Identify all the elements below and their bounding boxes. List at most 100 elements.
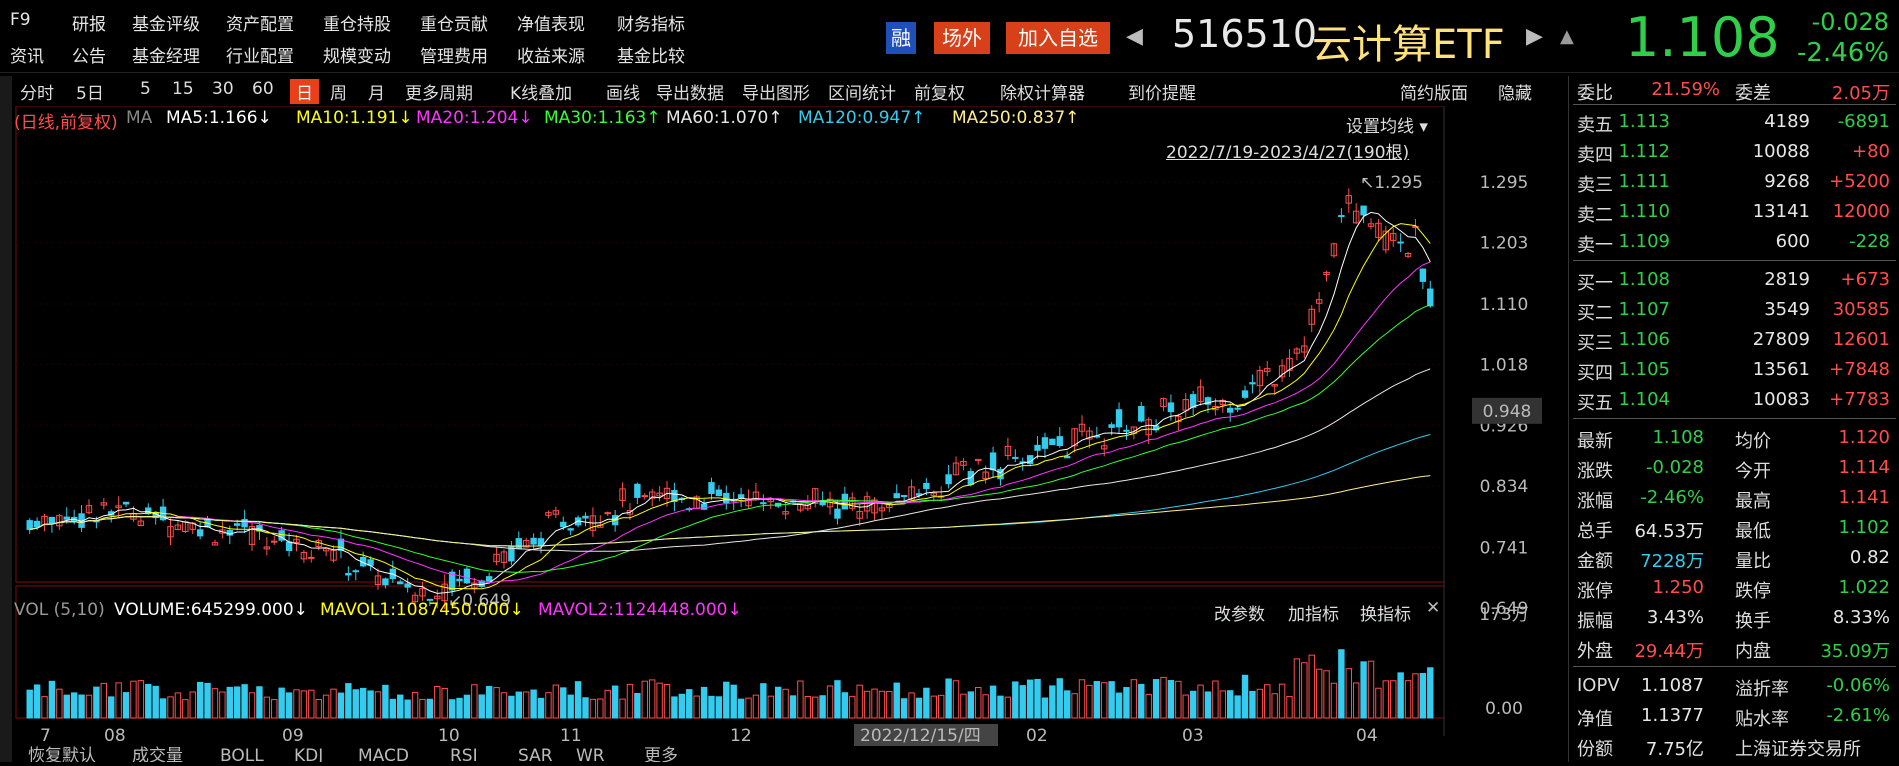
menu-item-8[interactable]: 财务指标 <box>617 15 685 35</box>
candle-body <box>975 458 982 462</box>
x-tick: 11 <box>560 726 582 746</box>
buy-row-4: 买四 1.105 13561 +7848 <box>1569 356 1899 386</box>
menu-item-row2-5[interactable]: 规模变动 <box>323 47 391 67</box>
kline-chart-svg[interactable]: 1.2951.2031.1101.0180.9260.8340.7410.649… <box>0 105 1560 766</box>
menu-item-row2-7[interactable]: 收益来源 <box>517 47 585 67</box>
price-change-pct: -2.46% <box>1797 38 1889 68</box>
close-indicator-icon[interactable]: ✕ <box>1426 598 1441 618</box>
menu-item-1[interactable]: F9 <box>10 10 31 30</box>
candle-body <box>1086 430 1093 440</box>
menu-item-5[interactable]: 重仓持股 <box>323 15 391 35</box>
indicator-tab-9[interactable]: 更多 <box>644 746 678 766</box>
panel-cell: 1.108 <box>1652 427 1704 448</box>
panel-cell: 溢折率 <box>1735 679 1789 700</box>
volume-bar <box>404 699 411 719</box>
kline-chart[interactable]: 1.295 1.203 1.110 1.018 0.926 0.834 0.741 0.649… <box>0 105 1560 766</box>
menu-item-2[interactable]: 研报 <box>72 15 106 35</box>
candle-body <box>1123 429 1130 432</box>
indicator-tab-3[interactable]: BOLL <box>220 746 264 766</box>
volume-bar <box>515 691 523 719</box>
menu-item-4[interactable]: 资产配置 <box>226 15 294 35</box>
candle-body <box>700 503 708 510</box>
volume-bar <box>937 694 945 719</box>
indicator-tab-7[interactable]: SAR <box>518 746 553 766</box>
menu-item-row2-1[interactable]: 资讯 <box>10 47 44 67</box>
vol-btn-3[interactable]: 换指标 <box>1360 605 1411 625</box>
volume-bar <box>1382 680 1390 719</box>
otc-button[interactable]: 场外 <box>934 22 990 54</box>
vol-legend-3: MAVOL1:1087450.000↓ <box>320 600 524 620</box>
panel-cell: 最高 <box>1735 491 1771 512</box>
indicator-tab-1[interactable]: 恢复默认 <box>28 746 96 766</box>
hide-button[interactable]: 隐藏 <box>1498 84 1532 104</box>
candle-body <box>908 486 915 501</box>
toolbar-17[interactable]: 除权计算器 <box>1000 84 1085 104</box>
toolbar-4[interactable]: 15 <box>172 79 194 99</box>
menu-item-7[interactable]: 净值表现 <box>517 15 585 35</box>
panel-cell: 2819 <box>1764 269 1810 290</box>
indicator-tab-8[interactable]: WR <box>576 746 605 766</box>
menu-item-row2-4[interactable]: 行业配置 <box>226 47 294 67</box>
next-stock-icon[interactable]: ▶ <box>1526 24 1543 49</box>
candle-body <box>196 529 204 537</box>
candle-body <box>797 503 804 511</box>
toolbar-8[interactable]: 周 <box>330 84 347 104</box>
menu-item-row2-2[interactable]: 公告 <box>72 47 106 67</box>
candle-body <box>634 483 641 498</box>
menu-item-3[interactable]: 基金评级 <box>132 15 200 35</box>
menu-item-row2-3[interactable]: 基金经理 <box>132 47 200 67</box>
toolbar-11[interactable]: K线叠加 <box>510 84 573 104</box>
candle-body <box>782 511 789 515</box>
toolbar-3[interactable]: 5 <box>140 79 151 99</box>
toolbar-15[interactable]: 区间统计 <box>828 84 896 104</box>
toolbar-18[interactable]: 到价提醒 <box>1128 84 1196 104</box>
volume-bar <box>63 694 70 719</box>
toolbar-7[interactable]: 日 <box>290 79 319 104</box>
menu-item-row2-8[interactable]: 基金比较 <box>617 47 685 67</box>
toolbar-1[interactable]: 分时 <box>20 84 54 104</box>
volume-bar <box>908 692 915 719</box>
toolbar-2[interactable]: 5日 <box>76 84 104 104</box>
vol-btn-1[interactable]: 改参数 <box>1214 605 1265 625</box>
candle-body <box>1071 428 1078 447</box>
weibi-row: 委比 21.59% 委差 2.05万 <box>1569 76 1899 106</box>
vol-tick-max: 173万 <box>1479 605 1528 625</box>
candle-body <box>1145 419 1152 436</box>
indicator-tab-4[interactable]: KDJ <box>294 746 323 766</box>
cursor-price-label: 0.948 <box>1483 402 1532 422</box>
toolbar-10[interactable]: 更多周期 <box>405 84 473 104</box>
volume-bar <box>871 688 878 719</box>
toolbar-13[interactable]: 导出数据 <box>656 84 724 104</box>
volume-bar <box>930 695 937 719</box>
prev-stock-icon[interactable]: ◀ <box>1126 24 1143 49</box>
margin-tag-button[interactable]: 融 <box>886 22 916 54</box>
simple-layout-button[interactable]: 简约版面 <box>1400 84 1468 104</box>
last-price: 1.108 <box>1625 6 1780 69</box>
menu-item-row2-6[interactable]: 管理费用 <box>420 47 488 67</box>
volume-bar <box>1145 693 1152 719</box>
candle-body <box>397 581 404 585</box>
vol-btn-2[interactable]: 加指标 <box>1288 605 1339 625</box>
alert-bell-icon[interactable]: ▲ <box>1560 26 1574 47</box>
add-favorite-button[interactable]: 加入自选 <box>1006 22 1110 54</box>
toolbar-14[interactable]: 导出图形 <box>742 84 810 104</box>
left-side-tabs[interactable] <box>0 76 12 762</box>
panel-cell: 委比 <box>1577 83 1613 104</box>
menu-item-6[interactable]: 重仓贡献 <box>420 15 488 35</box>
toolbar-5[interactable]: 30 <box>212 79 234 99</box>
indicator-tab-5[interactable]: MACD <box>358 746 409 766</box>
candle-body <box>122 501 130 505</box>
indicator-tab-2[interactable]: 成交量 <box>132 746 183 766</box>
volume-bar <box>256 686 263 719</box>
volume-bar <box>448 699 456 719</box>
toolbar-12[interactable]: 画线 <box>606 84 640 104</box>
candle-body <box>567 528 574 531</box>
candle-body <box>1012 456 1019 459</box>
toolbar-9[interactable]: 月 <box>368 84 385 104</box>
toolbar-16[interactable]: 前复权 <box>914 84 965 104</box>
toolbar-6[interactable]: 60 <box>252 79 274 99</box>
volume-bar <box>263 696 271 719</box>
set-ma-button[interactable]: 设置均线 ▾ <box>1346 117 1428 137</box>
volume-bar <box>456 697 463 719</box>
indicator-tab-6[interactable]: RSI <box>450 746 478 766</box>
